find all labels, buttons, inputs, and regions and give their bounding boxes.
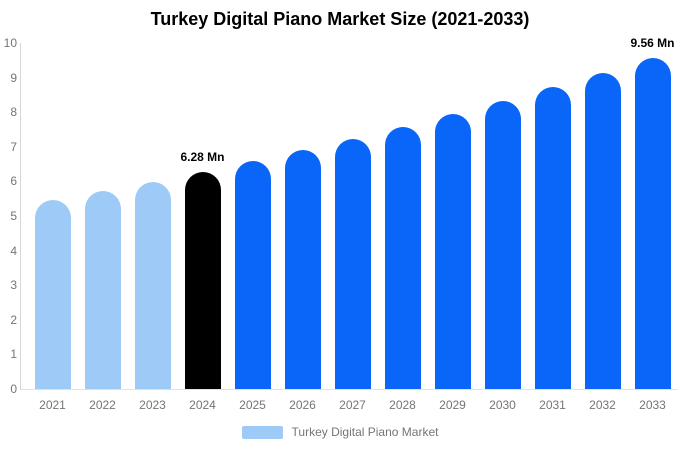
legend: Turkey Digital Piano Market <box>0 425 680 439</box>
bar-2032 <box>584 72 621 389</box>
bar-2021 <box>34 200 71 389</box>
x-tick-label: 2030 <box>489 398 516 412</box>
bar-2022 <box>84 191 121 389</box>
y-tick-label: 10 <box>3 36 17 50</box>
bar-2031 <box>534 87 571 389</box>
bar-2023 <box>134 181 171 389</box>
bar-2027 <box>334 138 371 389</box>
y-tick-label: 7 <box>10 139 17 154</box>
y-axis-line <box>20 43 21 390</box>
x-tick-label: 2023 <box>139 398 166 412</box>
y-tick-label: 3 <box>10 278 17 293</box>
bar-2025 <box>234 161 271 389</box>
bar-2024 <box>184 171 221 389</box>
y-tick-label: 0 <box>10 382 17 396</box>
bar-2030 <box>484 101 521 389</box>
x-tick-label: 2029 <box>439 398 466 412</box>
x-tick-label: 2021 <box>39 398 66 412</box>
legend-swatch <box>241 425 283 439</box>
bar-2029 <box>434 114 471 389</box>
y-tick-label: 4 <box>10 243 17 258</box>
x-tick-label: 2031 <box>539 398 566 412</box>
x-tick-label: 2025 <box>239 398 266 412</box>
y-tick-label: 9 <box>10 70 17 85</box>
x-tick-label: 2033 <box>639 398 666 412</box>
bar-value-label: 9.56 Mn <box>630 36 675 51</box>
legend-label: Turkey Digital Piano Market <box>291 425 439 439</box>
x-axis-line <box>21 389 677 390</box>
x-tick-label: 2032 <box>589 398 616 412</box>
y-tick-label: 1 <box>10 347 17 362</box>
x-tick-label: 2026 <box>289 398 316 412</box>
x-tick-label: 2022 <box>89 398 116 412</box>
y-tick-label: 2 <box>10 312 17 327</box>
y-tick-label: 8 <box>10 105 17 120</box>
x-tick-label: 2027 <box>339 398 366 412</box>
bar-2026 <box>284 150 321 389</box>
bar-value-label: 6.28 Mn <box>180 149 225 164</box>
x-tick-label: 2024 <box>189 398 216 412</box>
bar-2028 <box>384 126 421 389</box>
chart-title: Turkey Digital Piano Market Size (2021-2… <box>150 9 530 29</box>
y-tick-label: 6 <box>10 174 17 189</box>
y-tick-label: 5 <box>10 209 17 223</box>
bar-2033 <box>634 58 671 389</box>
x-tick-label: 2028 <box>389 398 416 412</box>
